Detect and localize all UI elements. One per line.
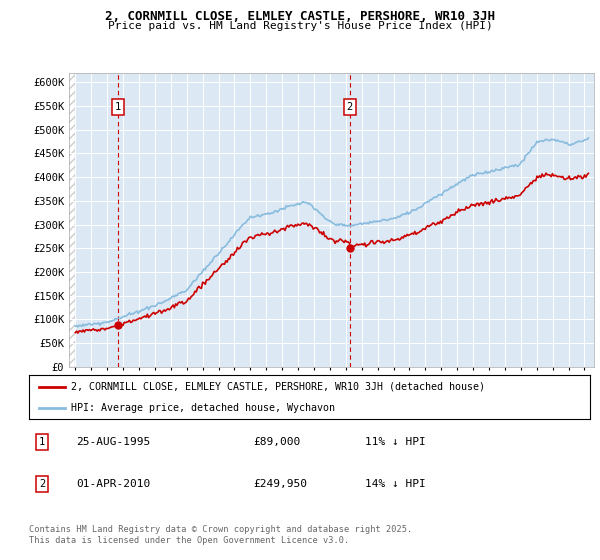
- Text: 25-AUG-1995: 25-AUG-1995: [76, 437, 151, 447]
- Text: 2: 2: [347, 101, 353, 111]
- Text: 2, CORNMILL CLOSE, ELMLEY CASTLE, PERSHORE, WR10 3JH (detached house): 2, CORNMILL CLOSE, ELMLEY CASTLE, PERSHO…: [71, 382, 485, 392]
- Text: 2, CORNMILL CLOSE, ELMLEY CASTLE, PERSHORE, WR10 3JH: 2, CORNMILL CLOSE, ELMLEY CASTLE, PERSHO…: [105, 10, 495, 23]
- Text: 1: 1: [39, 437, 45, 447]
- Text: 14% ↓ HPI: 14% ↓ HPI: [365, 479, 426, 488]
- Text: 11% ↓ HPI: 11% ↓ HPI: [365, 437, 426, 447]
- Text: 01-APR-2010: 01-APR-2010: [76, 479, 151, 488]
- Text: HPI: Average price, detached house, Wychavon: HPI: Average price, detached house, Wych…: [71, 403, 335, 413]
- Text: 1: 1: [115, 101, 121, 111]
- Text: £89,000: £89,000: [253, 437, 301, 447]
- Text: Contains HM Land Registry data © Crown copyright and database right 2025.
This d: Contains HM Land Registry data © Crown c…: [29, 525, 412, 545]
- Text: £249,950: £249,950: [253, 479, 307, 488]
- Text: 2: 2: [39, 479, 45, 488]
- Text: Price paid vs. HM Land Registry's House Price Index (HPI): Price paid vs. HM Land Registry's House …: [107, 21, 493, 31]
